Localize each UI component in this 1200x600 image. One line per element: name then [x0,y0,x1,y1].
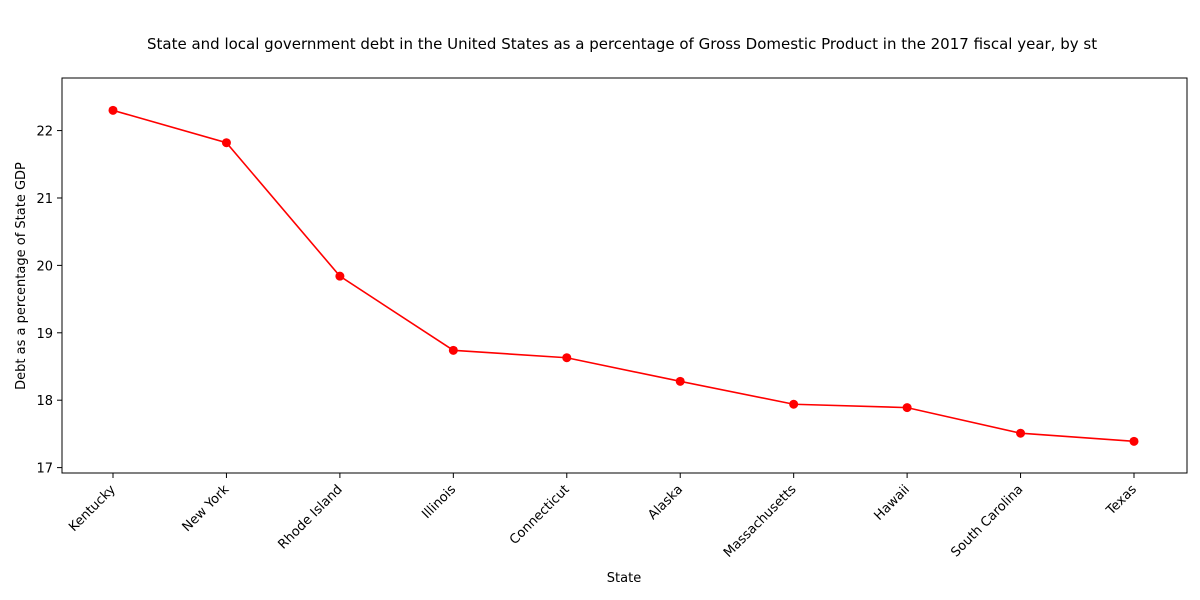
y-tick-label: 21 [36,192,53,207]
series-line [112,109,1135,443]
x-tick-label: South Carolina [948,482,1026,560]
y-tick-label: 18 [36,394,53,409]
data-point [108,105,118,115]
data-point [221,138,231,148]
series-markers-group [108,105,1139,446]
x-tick-label: Massachusetts [721,482,800,561]
data-point [1129,436,1139,446]
data-point [562,353,572,363]
x-axis: Kentucky New York Rhode Island Illinois Conn… [66,473,1140,561]
y-tick-label: 22 [36,125,53,140]
series-line-group [112,109,1135,443]
data-point [789,399,799,409]
chart-title: State and local government debt in the U… [147,35,1097,53]
x-tick-label: New York [180,482,233,535]
x-tick-label: Illinois [419,482,459,522]
y-tick-label: 17 [36,462,53,477]
x-tick-label: Hawaii [872,482,913,523]
plot-area: 17 18 19 20 21 22 Kentucky New York Rhode Islan… [36,77,1188,561]
data-point [335,271,345,281]
x-tick-label: Rhode Island [276,482,346,552]
x-tick-label: Kentucky [66,482,119,535]
data-point [675,376,685,386]
y-tick-label: 20 [36,259,53,274]
data-point [1016,428,1026,438]
x-tick-label: Alaska [645,482,686,523]
x-axis-label: State [607,571,641,586]
y-axis-label: Debt as a percentage of State GDP [14,162,29,390]
x-tick-label: Connecticut [507,482,573,548]
data-point [902,403,912,413]
data-point [448,345,458,355]
y-axis: 17 18 19 20 21 22 [36,125,62,477]
y-tick-label: 19 [36,327,53,342]
axes-frame [61,77,1188,474]
x-tick-label: Texas [1103,482,1140,519]
